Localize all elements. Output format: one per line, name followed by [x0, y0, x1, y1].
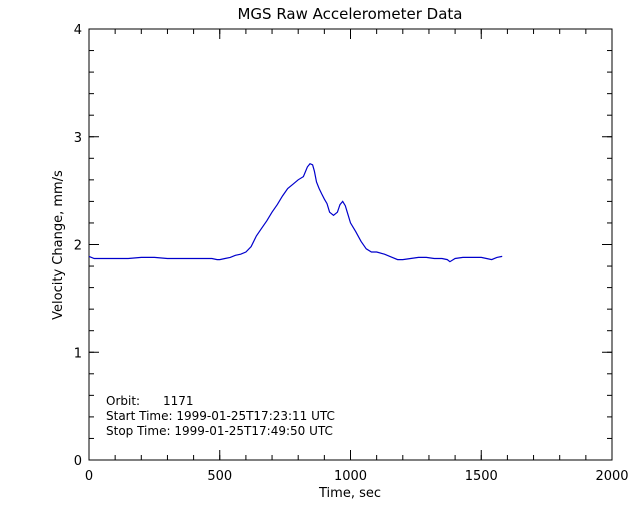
x-axis-label: Time, sec	[318, 486, 381, 501]
annotation-start-time: Start Time: 1999-01-25T17:23:11 UTC	[106, 409, 335, 423]
x-tick-label: 2000	[595, 469, 628, 484]
y-tick-label: 0	[74, 454, 82, 469]
chart-title: MGS Raw Accelerometer Data	[237, 5, 462, 23]
y-tick-label: 3	[74, 131, 82, 146]
annotation-orbit: Orbit: 1171	[106, 394, 194, 408]
axis-tick-labels: 0 500 1000 1500 2000 0 1 2 3 4	[74, 23, 629, 484]
y-tick-label: 1	[74, 346, 82, 361]
y-axis-label: Velocity Change, mm/s	[51, 170, 66, 320]
y-tick-label: 2	[74, 239, 82, 254]
x-tick-label: 1500	[465, 469, 498, 484]
velocity-series-line	[88, 162, 503, 263]
x-tick-label: 500	[207, 469, 232, 484]
axis-ticks	[88, 28, 613, 461]
y-tick-label: 4	[74, 23, 82, 38]
annotation-stop-time: Stop Time: 1999-01-25T17:49:50 UTC	[106, 424, 333, 438]
x-tick-label: 0	[85, 469, 93, 484]
x-tick-label: 1000	[334, 469, 367, 484]
